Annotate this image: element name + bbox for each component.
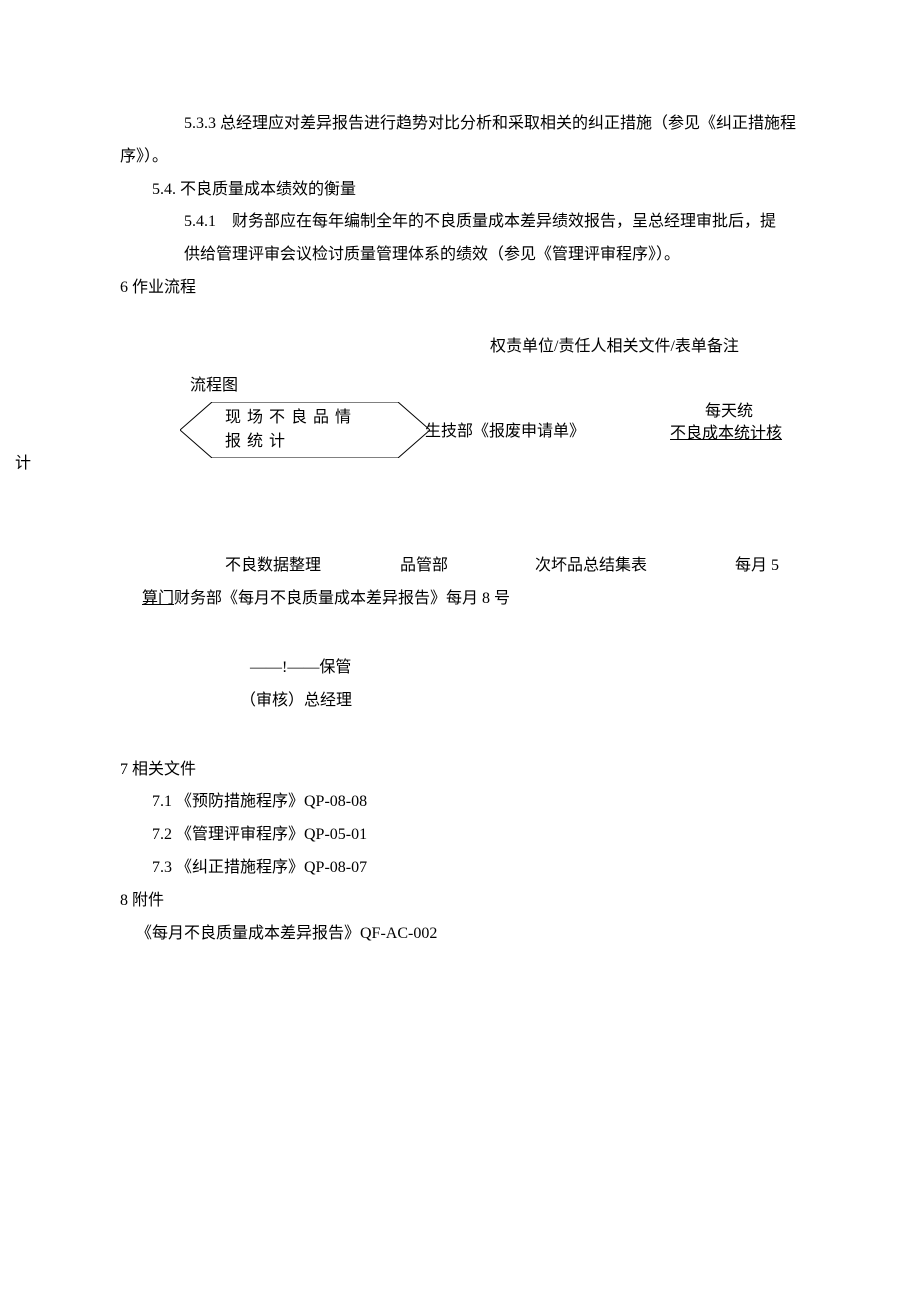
- hex-line1: 现场不良品情: [225, 409, 357, 426]
- para-5-4-1-b: 供给管理评审会议检讨质量管理体系的绩效（参见《管理评审程序》）。: [120, 241, 800, 270]
- row1-item1: 生技部《报废申请单》: [425, 418, 590, 447]
- flow-row3: 算门财务部《每月不良质量成本差异报告》每月 8 号: [120, 585, 800, 614]
- flow-area: 现场不良品情 报统计 生技部《报废申请单》 每天统 不良成本统计核 计: [120, 402, 800, 492]
- section-6-heading: 6 作业流程: [120, 274, 800, 303]
- text-5-4-1-a: 5.4.1 财务部应在每年编制全年的不良质量成本差异绩效报告，呈总经理审批后，提: [184, 213, 776, 230]
- attachment-item: 《每月不良质量成本差异报告》QF-AC-002: [120, 920, 800, 949]
- para-5-3-3-line1: 5.3.3 总经理应对差异报告进行趋势对比分析和采取相关的纠正措施（参见《纠正措…: [120, 110, 800, 139]
- flow-header-text: 权责单位/责任人相关文件/表单备注: [490, 338, 739, 355]
- flow-row4: ——!——保管: [120, 654, 800, 683]
- text-s73: 7.3 《纠正措施程序》QP-08-07: [152, 859, 367, 876]
- hexagon-text: 现场不良品情 报统计: [225, 406, 357, 454]
- para-5-4-1-a: 5.4.1 财务部应在每年编制全年的不良质量成本差异绩效报告，呈总经理审批后，提: [120, 208, 800, 237]
- text-s6: 6 作业流程: [120, 279, 196, 296]
- text-s8a: 《每月不良质量成本差异报告》QF-AC-002: [136, 925, 437, 942]
- flow-header-row: 权责单位/责任人相关文件/表单备注: [120, 333, 800, 362]
- text-5-3-3-a: 5.3.3 总经理应对差异报告进行趋势对比分析和采取相关的纠正措施（参见《纠正措…: [184, 115, 796, 132]
- text-5-3-3-b: 序》）。: [120, 148, 168, 165]
- ji-character: 计: [15, 450, 31, 479]
- r2-item2: 品管部: [400, 552, 535, 581]
- text-s7: 7 相关文件: [120, 761, 196, 778]
- hex-line2: 报统计: [225, 433, 291, 450]
- flow-row1-right: 生技部《报废申请单》 每天统 不良成本统计核: [425, 418, 825, 447]
- r2-item3: 次坏品总结集表: [535, 552, 735, 581]
- text-s8: 8 附件: [120, 892, 164, 909]
- flow-row2: 不良数据整理 品管部 次坏品总结集表 每月 5: [120, 552, 800, 581]
- text-5-4-1-b: 供给管理评审会议检讨质量管理体系的绩效（参见《管理评审程序》）。: [184, 246, 680, 263]
- ji-text: 计: [15, 455, 31, 472]
- text-s72: 7.2 《管理评审程序》QP-05-01: [152, 826, 367, 843]
- doc-7-1: 7.1 《预防措施程序》QP-08-08: [120, 788, 800, 817]
- doc-7-2: 7.2 《管理评审程序》QP-05-01: [120, 821, 800, 850]
- text-s71: 7.1 《预防措施程序》QP-08-08: [152, 793, 367, 810]
- row1-item3: 不良成本统计核: [670, 420, 782, 449]
- section-8-heading: 8 附件: [120, 887, 800, 916]
- text-5-4: 5.4. 不良质量成本绩效的衡量: [152, 181, 356, 198]
- r2-item1: 不良数据整理: [225, 552, 400, 581]
- r4-text: ——!——保管: [250, 659, 351, 676]
- section-7-heading: 7 相关文件: [120, 756, 800, 785]
- r2-item4: 每月 5: [735, 552, 779, 581]
- flow-label-text: 流程图: [190, 377, 238, 394]
- r5-text: （审核）总经理: [240, 692, 352, 709]
- flow-diagram-label: 流程图: [120, 372, 800, 401]
- r3-underline: 算门: [142, 590, 174, 607]
- para-5-3-3-line2: 序》）。: [120, 143, 800, 172]
- flow-row5: （审核）总经理: [120, 687, 800, 716]
- r3-rest: 财务部《每月不良质量成本差异报告》每月 8 号: [174, 590, 510, 607]
- doc-7-3: 7.3 《纠正措施程序》QP-08-07: [120, 854, 800, 883]
- para-5-4: 5.4. 不良质量成本绩效的衡量: [120, 176, 800, 205]
